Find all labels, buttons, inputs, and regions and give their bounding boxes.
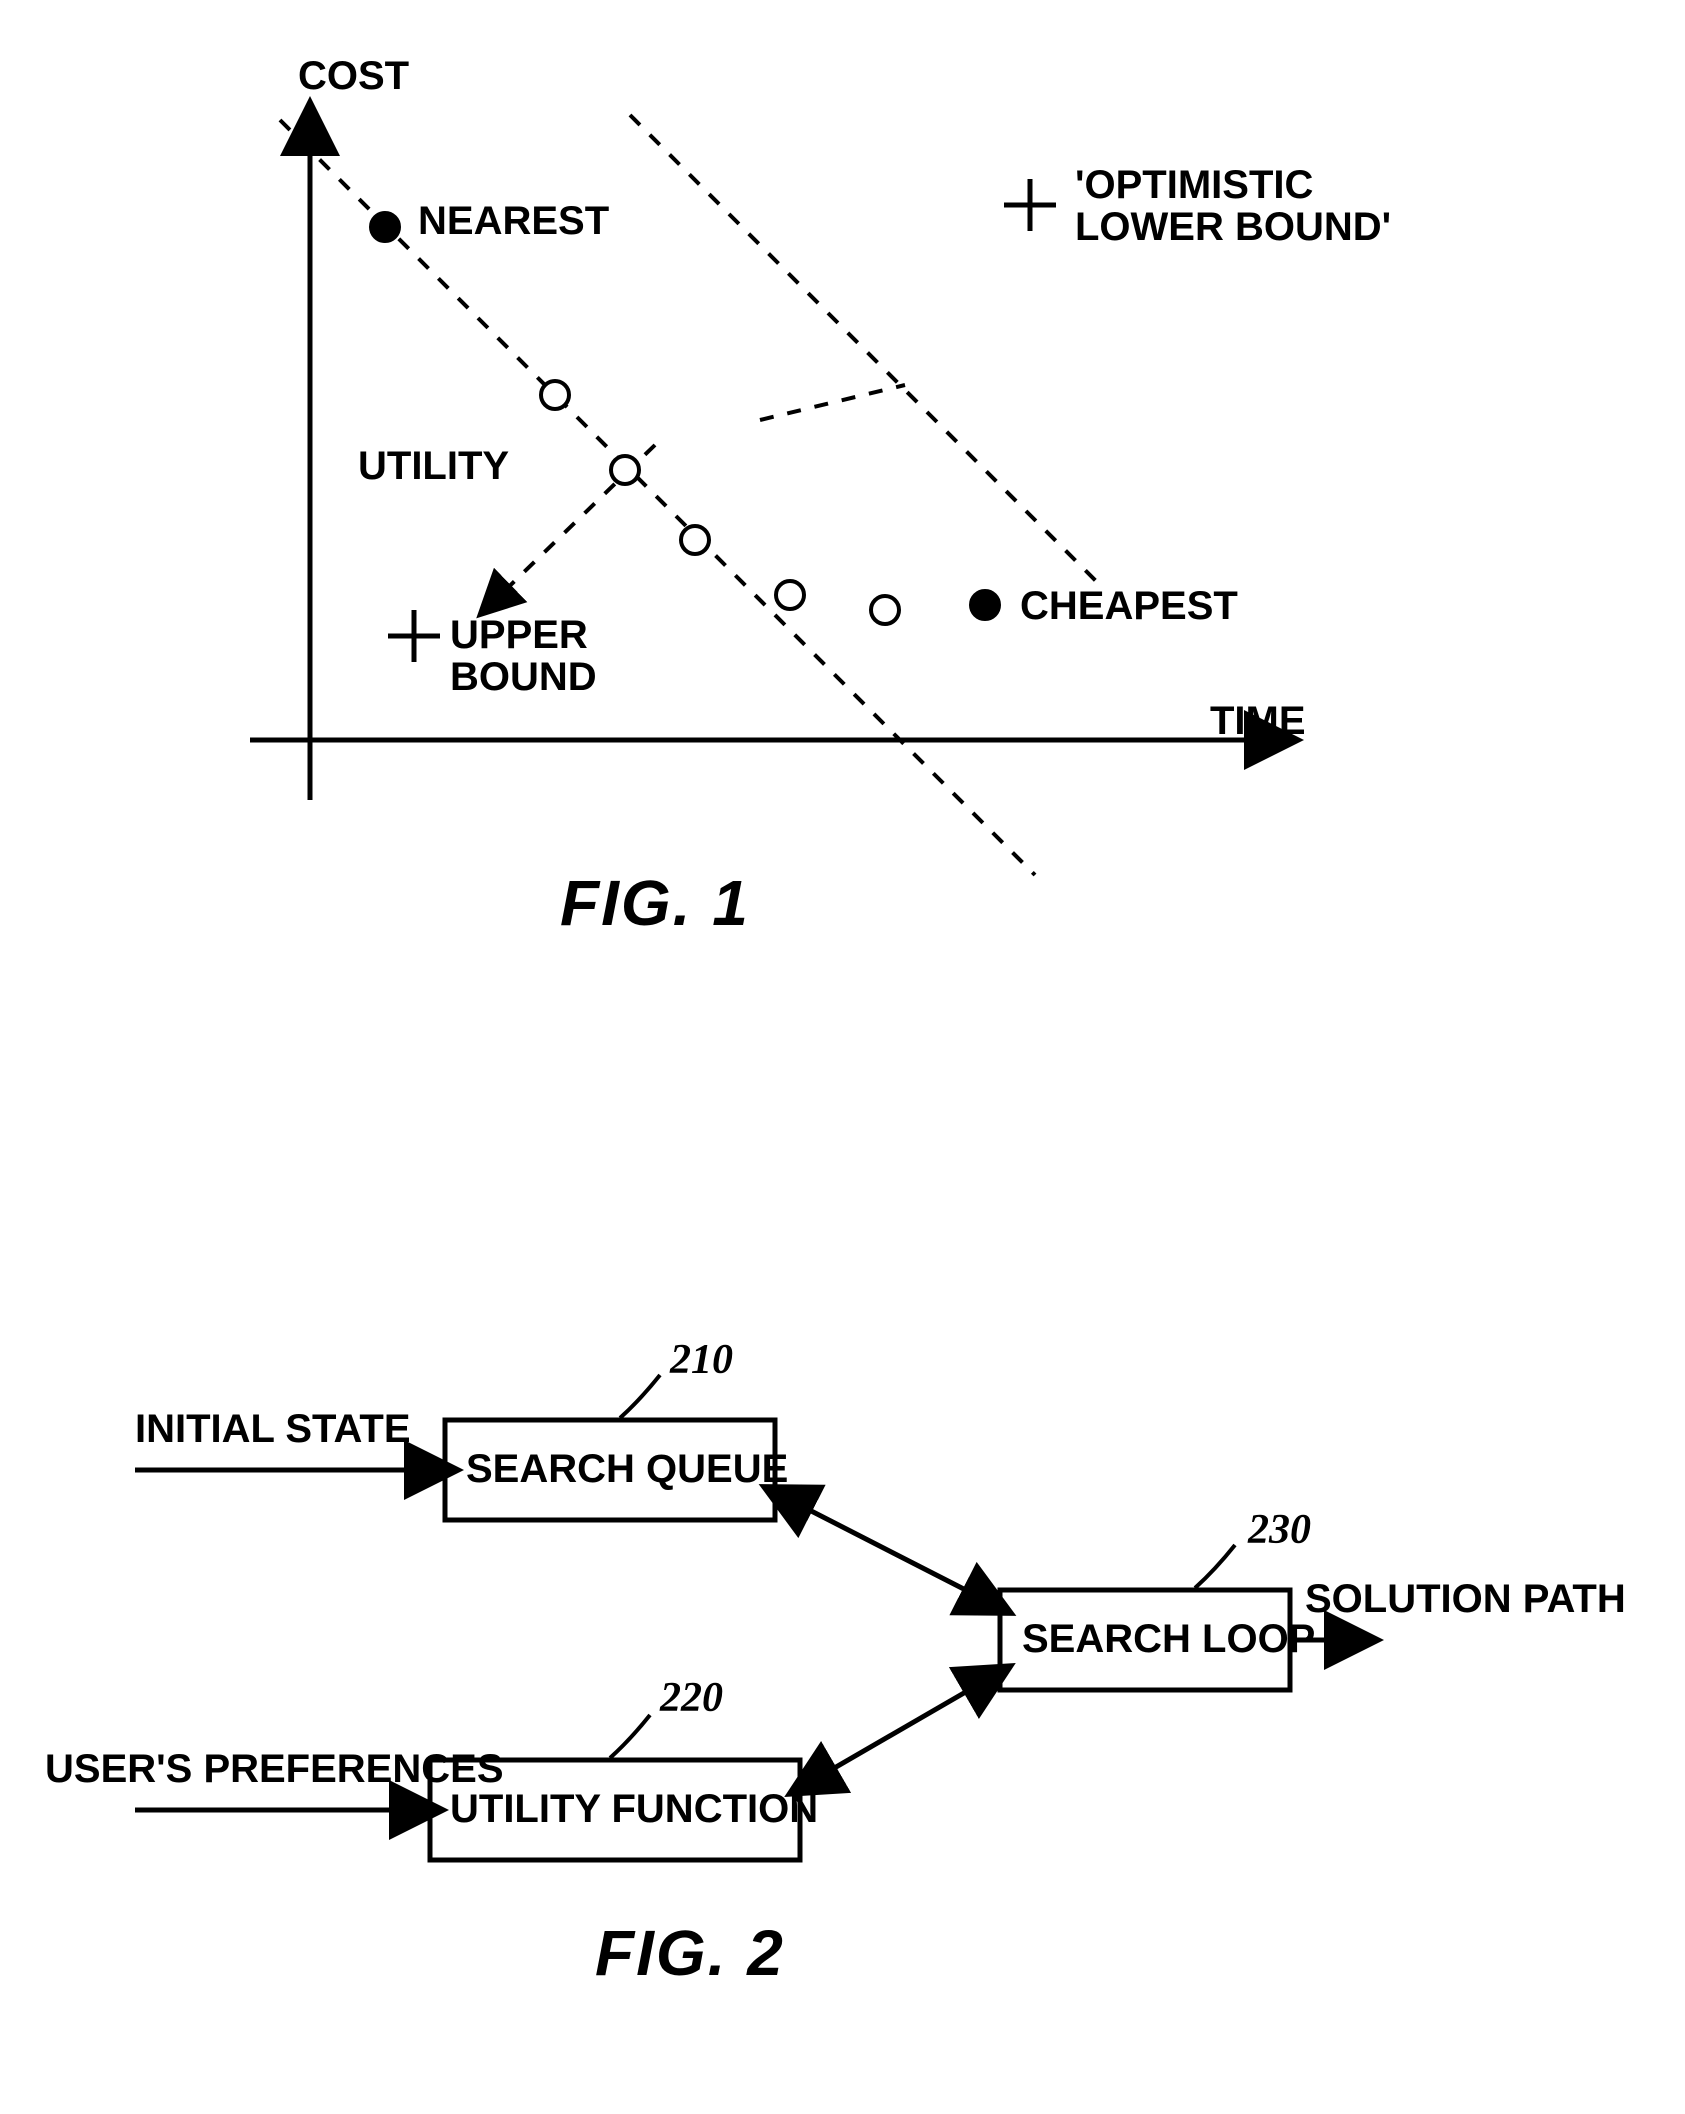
label-utility: UTILITY: [358, 445, 509, 487]
label-initial-state: INITIAL STATE: [135, 1408, 411, 1450]
fig1-svg: [0, 0, 1685, 1000]
axis-label-cost: COST: [298, 55, 409, 97]
ref-220: 220: [660, 1676, 723, 1720]
fig1-caption: FIG. 1: [560, 870, 750, 937]
page: COST TIME NEAREST UTILITY UPPER BOUND CH…: [0, 0, 1685, 2114]
box-label-search-queue: SEARCH QUEUE: [466, 1448, 788, 1490]
label-optimistic: 'OPTIMISTIC LOWER BOUND': [1075, 164, 1391, 248]
iso-lines: [280, 115, 1100, 875]
ref-210: 210: [670, 1338, 733, 1382]
label-nearest: NEAREST: [418, 200, 609, 242]
plus-markers: [388, 179, 1056, 662]
label-upper-bound: UPPER BOUND: [450, 614, 597, 698]
label-solution-path: SOLUTION PATH: [1305, 1578, 1626, 1620]
label-users-prefs: USER'S PREFERENCES: [45, 1748, 504, 1790]
box-label-search-loop: SEARCH LOOP: [1022, 1618, 1315, 1660]
box-label-utility-function: UTILITY FUNCTION: [450, 1788, 818, 1830]
label-cheapest: CHEAPEST: [1020, 585, 1238, 627]
ref-230: 230: [1248, 1508, 1311, 1552]
data-points: [371, 213, 999, 624]
fig2-caption: FIG. 2: [595, 1920, 785, 1987]
axis-label-time: TIME: [1210, 700, 1306, 742]
